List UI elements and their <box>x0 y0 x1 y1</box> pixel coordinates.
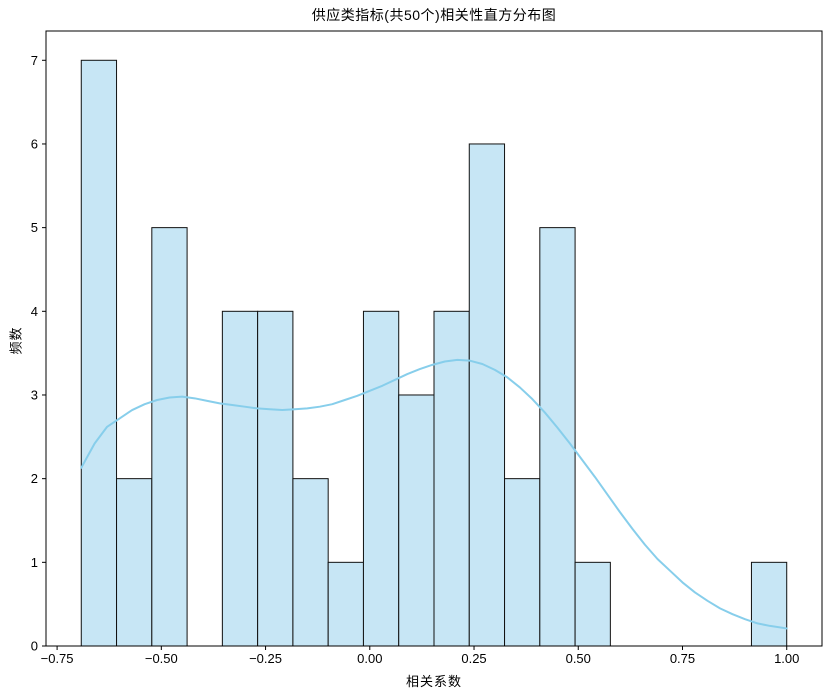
y-tick-label: 3 <box>31 387 38 402</box>
histogram-bar <box>468 143 506 647</box>
y-axis-label: 频数 <box>8 326 24 355</box>
histogram-bar <box>433 310 470 647</box>
x-tick-label: 0.25 <box>461 651 486 666</box>
y-tick-label: 2 <box>31 471 38 486</box>
histogram-bar <box>539 227 576 647</box>
histogram-bar <box>362 310 400 647</box>
y-tick-label: 7 <box>31 53 38 68</box>
y-tick-label: 0 <box>31 639 38 654</box>
y-tick-label: 5 <box>31 220 38 235</box>
y-tick-label: 1 <box>31 555 38 570</box>
histogram-bar <box>574 561 611 647</box>
chart-title: 供应类指标(共50个)相关性直方分布图 <box>311 7 557 23</box>
x-tick-label: −0.75 <box>41 651 74 666</box>
histogram-bar <box>750 561 788 647</box>
histogram-bar <box>221 310 259 647</box>
x-tick-label: 1.00 <box>774 651 799 666</box>
kde-curve <box>80 358 788 630</box>
histogram-bar <box>292 478 329 647</box>
x-tick-label: 0.50 <box>566 651 591 666</box>
x-tick-label: −0.50 <box>145 651 178 666</box>
histogram-bar <box>504 478 541 647</box>
axes-frame <box>45 30 823 647</box>
y-tick-label: 4 <box>31 304 38 319</box>
histogram-bar <box>257 310 294 647</box>
x-tick-label: 0.75 <box>670 651 695 666</box>
histogram-bar <box>398 394 435 647</box>
histogram-bar <box>80 59 118 647</box>
histogram-bar <box>327 561 364 647</box>
x-tick-label: −0.25 <box>249 651 282 666</box>
y-tick-label: 6 <box>31 136 38 151</box>
histogram-bar <box>151 227 188 647</box>
x-axis-label: 相关系数 <box>405 674 462 689</box>
x-tick-label: 0.00 <box>357 651 382 666</box>
histogram-bar <box>116 478 153 647</box>
